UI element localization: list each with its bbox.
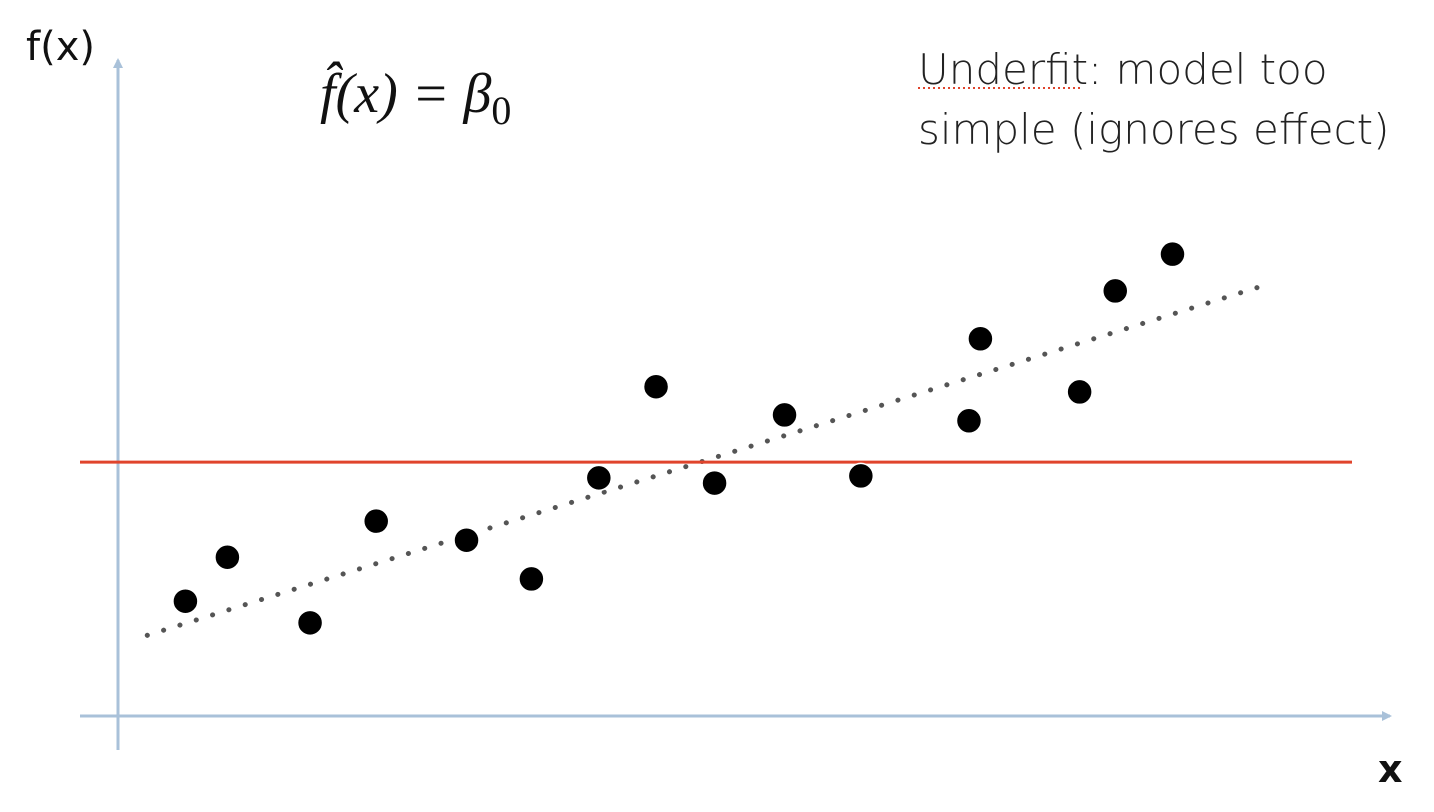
- data-point: [214, 543, 241, 571]
- annotation-line: Underfit: model too: [918, 45, 1328, 94]
- y-axis-label: f(x): [26, 24, 95, 70]
- data-point: [453, 526, 480, 554]
- trend-line: [144, 280, 1275, 638]
- data-point: [1159, 240, 1186, 268]
- data-point: [771, 401, 798, 429]
- data-point: [172, 587, 199, 615]
- formula-subscript: 0: [491, 88, 511, 133]
- data-point: [955, 407, 983, 435]
- data-point: [967, 325, 994, 353]
- data-point: [1101, 277, 1129, 305]
- formula-main: f̂(x) = β: [320, 60, 492, 125]
- annotation-line: simple (ignores effect): [918, 105, 1390, 154]
- data-point: [296, 609, 324, 637]
- data-point: [585, 464, 613, 492]
- data-point: [847, 462, 875, 490]
- data-point: [701, 469, 728, 497]
- x-axis-label: x: [1378, 747, 1403, 791]
- data-point: [518, 565, 545, 593]
- data-point: [362, 507, 390, 535]
- formula: f̂(x) = β0: [320, 60, 511, 133]
- data-point: [1066, 378, 1093, 406]
- data-point: [642, 373, 670, 400]
